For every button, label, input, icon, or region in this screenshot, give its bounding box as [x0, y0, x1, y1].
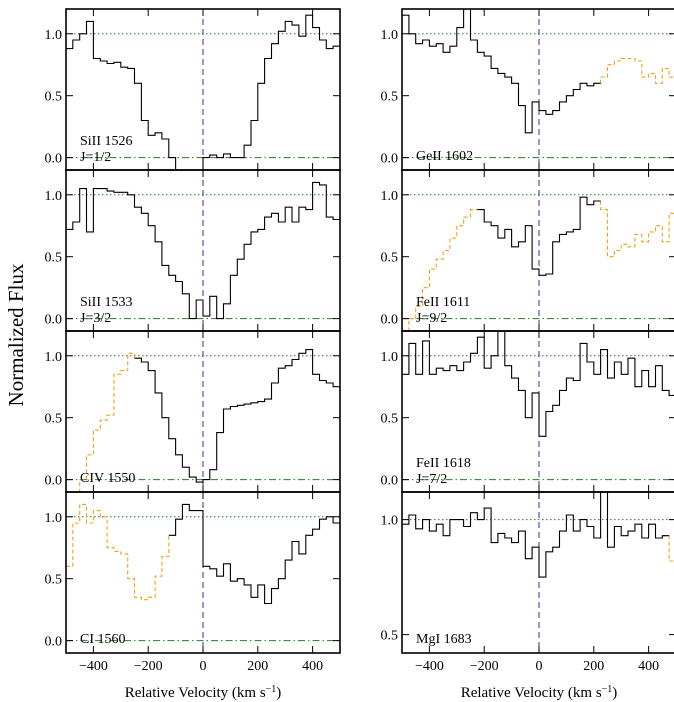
- y-tick-label: 0.0: [45, 474, 63, 489]
- x-tick-label: 400: [302, 659, 323, 674]
- y-tick-label: 0.0: [381, 313, 399, 328]
- flux-series: [134, 349, 340, 483]
- panel-transition-label: GeII 1602: [416, 149, 473, 164]
- panel-plot-area: [402, 492, 674, 653]
- panel-plot-area: [66, 492, 340, 653]
- y-tick-label: 0.5: [381, 251, 399, 266]
- blend-series-0: [662, 535, 674, 562]
- y-tick-label: 0.0: [381, 152, 399, 167]
- panel-civ1550: 0.0 0.5 1.0 CIV 1550: [45, 330, 341, 493]
- flux-series: [402, 9, 601, 134]
- panel-mgi1683: −400 −200 0 200 400 0.5 1.0 MgI 1683: [381, 491, 674, 674]
- y-tick-label: 0.0: [45, 152, 63, 167]
- blend-series-1: [593, 200, 674, 258]
- flux-series: [168, 503, 340, 605]
- panel-transition-label: SiII 1526: [80, 134, 133, 149]
- panel-j-label: J=1/2: [80, 150, 111, 165]
- panel-geii1602: 0.0 0.5 1.0 GeII 1602: [381, 8, 674, 171]
- panel-frame: [401, 491, 674, 654]
- y-tick-label: 1.0: [381, 189, 399, 204]
- panel-transition-label: MgI 1683: [416, 632, 472, 647]
- panel-plot-area: [66, 331, 340, 492]
- x-tick-label: −400: [79, 659, 108, 674]
- flux-series: [66, 14, 340, 170]
- y-tick-label: 1.0: [45, 350, 63, 365]
- panel-transition-label: SiII 1533: [80, 295, 133, 310]
- x-tick-label: −200: [470, 659, 499, 674]
- blend-series-0: [402, 209, 485, 331]
- x-tick-label: −400: [415, 659, 444, 674]
- panel-j-label: J=7/2: [416, 472, 447, 487]
- panel-ci1560: −400 −200 0 200 400 0.0 0.5 1.0 CI 1560: [45, 491, 341, 674]
- y-tick-label: 0.5: [45, 251, 63, 266]
- x-tick-label: −200: [134, 659, 163, 674]
- panel-j-label: J=9/2: [416, 311, 447, 326]
- flux-series: [402, 331, 674, 437]
- y-tick-label: 1.0: [381, 514, 399, 529]
- y-tick-label: 1.0: [45, 28, 63, 43]
- panel-transition-label: FeII 1618: [416, 456, 471, 471]
- blend-series-0: [66, 352, 142, 492]
- panel-plot-area: [402, 170, 674, 331]
- x-tick-label: 200: [583, 659, 604, 674]
- x-tick-label: 0: [200, 659, 207, 674]
- x-axis-label-right: Relative Velocity (km s−1): [461, 684, 618, 702]
- panel-plot-area: [66, 170, 340, 331]
- y-axis-label: Normalized Flux: [4, 263, 28, 406]
- panel-transition-label: CI 1560: [80, 632, 126, 647]
- y-tick-label: 0.5: [45, 412, 63, 427]
- panel-transition-label: CIV 1550: [80, 471, 135, 486]
- panel-plot-area: [402, 9, 674, 170]
- y-tick-label: 0.5: [381, 629, 399, 644]
- x-tick-label: 200: [247, 659, 268, 674]
- x-tick-label: 400: [638, 659, 659, 674]
- panel-transition-label: FeII 1611: [416, 295, 470, 310]
- y-tick-label: 1.0: [45, 511, 63, 526]
- x-tick-label: 0: [536, 659, 543, 674]
- blend-series-0: [593, 57, 674, 84]
- y-tick-label: 0.5: [45, 573, 63, 588]
- panel-plot-area: [66, 9, 340, 170]
- blend-series-0: [66, 503, 176, 601]
- y-tick-label: 0.5: [45, 90, 63, 105]
- flux-series: [402, 492, 670, 578]
- panel-j-label: J=3/2: [80, 311, 111, 326]
- panel-plot-area: [402, 331, 674, 492]
- y-tick-label: 0.0: [381, 474, 399, 489]
- y-tick-label: 1.0: [381, 28, 399, 43]
- x-axis-label-left: Relative Velocity (km s−1): [125, 684, 282, 702]
- y-tick-label: 0.5: [381, 90, 399, 105]
- flux-series: [66, 181, 340, 320]
- y-tick-label: 0.0: [45, 635, 63, 650]
- y-tick-label: 0.5: [381, 412, 399, 427]
- y-tick-label: 1.0: [381, 350, 399, 365]
- y-tick-label: 0.0: [45, 313, 63, 328]
- y-tick-label: 1.0: [45, 189, 63, 204]
- flux-series: [477, 196, 601, 276]
- panel-frame: [401, 8, 674, 171]
